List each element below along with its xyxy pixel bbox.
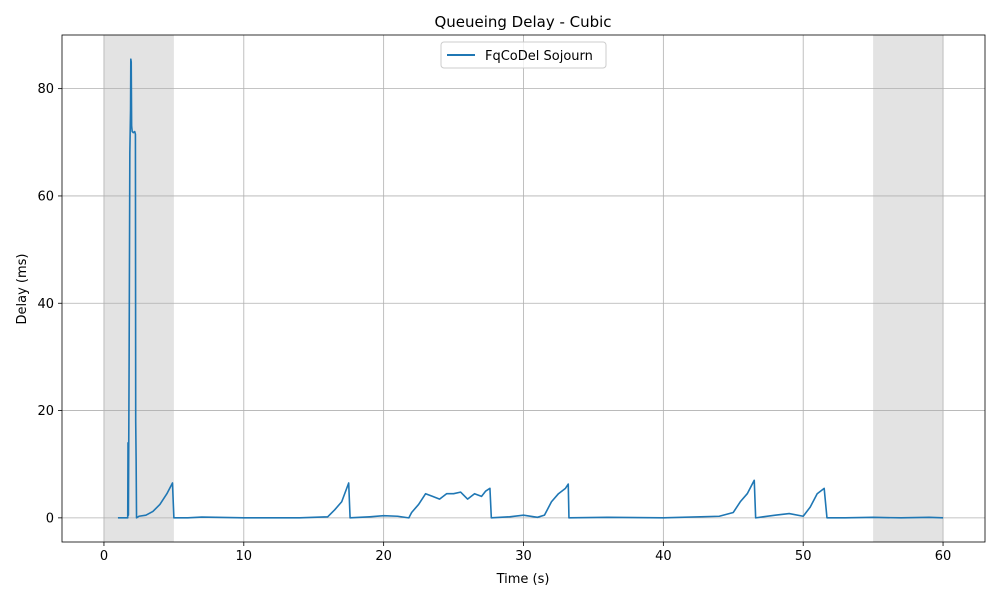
chart-title: Queueing Delay - Cubic bbox=[434, 13, 611, 31]
series-layer bbox=[117, 58, 944, 519]
shaded-region bbox=[873, 35, 944, 542]
shaded-region bbox=[103, 35, 174, 542]
legend-label: FqCoDel Sojourn bbox=[485, 49, 593, 64]
x-tick-label: 10 bbox=[236, 549, 253, 564]
y-tick-label: 60 bbox=[37, 189, 54, 204]
x-tick-label: 40 bbox=[655, 549, 672, 564]
y-tick-label: 20 bbox=[37, 404, 54, 419]
x-tick-label: 60 bbox=[935, 549, 952, 564]
legend-box bbox=[440, 41, 607, 69]
axis-ticks: 0 10 20 30 40 50 60 0 20 40 60 80 bbox=[37, 82, 951, 564]
y-tick-label: 80 bbox=[37, 82, 54, 97]
y-tick-label: 40 bbox=[37, 297, 54, 312]
x-tick-label: 0 bbox=[100, 549, 108, 564]
legend: FqCoDel Sojourn bbox=[440, 41, 607, 69]
gridlines bbox=[62, 35, 985, 542]
shaded-regions bbox=[103, 35, 944, 542]
y-tick-label: 0 bbox=[46, 511, 54, 526]
x-tick-label: 50 bbox=[795, 549, 812, 564]
x-tick-label: 30 bbox=[515, 549, 532, 564]
y-axis-title: Delay (ms) bbox=[15, 254, 30, 325]
series-line bbox=[117, 58, 944, 519]
x-axis-title: Time (s) bbox=[496, 572, 550, 587]
x-tick-label: 20 bbox=[375, 549, 392, 564]
